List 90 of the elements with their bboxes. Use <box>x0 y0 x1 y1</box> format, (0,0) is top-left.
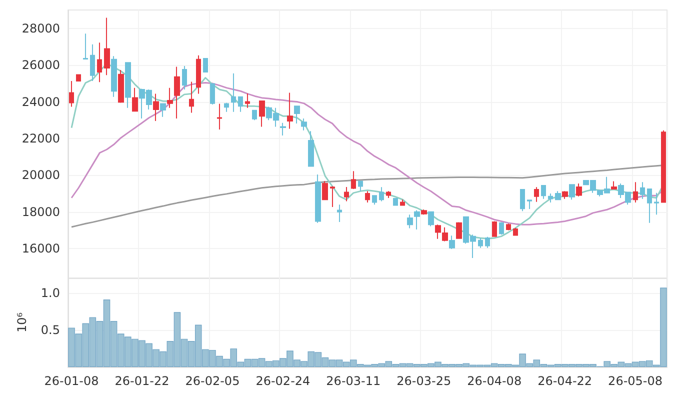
x-tick-label: 26-01-22 <box>114 374 170 388</box>
x-tick-label: 26-04-08 <box>467 374 522 388</box>
candlestick <box>520 189 525 212</box>
candlestick <box>217 103 222 130</box>
candlestick <box>414 210 420 230</box>
candlestick <box>421 209 427 216</box>
candlestick <box>196 54 201 94</box>
candlestick <box>294 106 300 124</box>
candlestick <box>611 180 617 190</box>
candlestick <box>118 70 124 104</box>
candlestick <box>104 17 110 76</box>
candlestick <box>90 44 95 82</box>
y-tick-label: 1.0 <box>40 286 60 300</box>
candlestick <box>203 58 208 73</box>
candlestick <box>548 193 553 204</box>
candlestick <box>513 227 518 236</box>
y-tick-label: 24000 <box>22 94 60 109</box>
candlestick <box>527 200 532 210</box>
candlestick <box>449 235 455 250</box>
y-tick-label: 18000 <box>22 204 60 219</box>
candlestick <box>69 80 74 108</box>
candlestick <box>245 93 250 108</box>
candlestick <box>393 198 398 206</box>
candlestick <box>322 180 328 200</box>
candlestick <box>647 188 652 224</box>
x-tick-label: 26-03-11 <box>326 374 381 388</box>
candlestick <box>506 223 511 231</box>
x-tick-label: 26-02-24 <box>256 374 310 388</box>
candlestick <box>238 96 243 112</box>
y-tick-label: 16000 <box>22 242 60 256</box>
candlestick <box>344 186 349 202</box>
candlestick <box>224 102 229 112</box>
y-tick-label: 20000 <box>22 168 60 182</box>
candlestick <box>210 83 215 106</box>
candlestick <box>330 186 335 208</box>
candlestick <box>654 192 659 216</box>
candlestick <box>569 184 575 200</box>
candlestick <box>160 103 166 118</box>
x-tick-label: 26-02-05 <box>185 374 240 388</box>
y-tick-label: 26000 <box>22 58 60 72</box>
y-axis-title: 10⁶ <box>15 312 29 333</box>
x-tick-label: 26-01-08 <box>44 374 99 388</box>
candlestick <box>76 74 81 82</box>
candlestick <box>252 110 257 121</box>
candlestick <box>555 190 561 200</box>
candlestick <box>125 62 131 108</box>
candlestick <box>541 184 546 200</box>
candlestick <box>428 211 434 227</box>
candlestick <box>407 214 413 229</box>
candlestick <box>308 130 314 167</box>
candlestick <box>182 65 187 90</box>
candlestick <box>280 122 286 136</box>
candlestick <box>492 220 497 238</box>
candlestick <box>351 170 356 190</box>
candlestick <box>379 186 384 202</box>
candlestick <box>576 182 582 197</box>
x-tick-label: 26-03-25 <box>396 374 452 388</box>
candlestick <box>456 222 462 240</box>
candlestick <box>633 182 638 204</box>
candlestick <box>534 186 539 202</box>
candlestick <box>386 190 391 198</box>
candlestick <box>640 182 645 200</box>
candlestick <box>485 236 490 248</box>
candlestick <box>562 190 568 200</box>
candlestick <box>111 56 117 98</box>
candlestick <box>174 66 180 119</box>
candlestick <box>358 180 363 192</box>
x-tick-label: 26-04-22 <box>538 374 592 388</box>
candlestick <box>97 42 102 83</box>
candlestick <box>287 92 293 130</box>
candlestick <box>337 204 342 223</box>
y-tick-label: 22000 <box>22 131 60 146</box>
candlestick <box>132 87 138 112</box>
candlestick <box>365 190 370 204</box>
candlestick <box>167 87 173 108</box>
candlestick <box>83 33 88 60</box>
candlestick <box>499 222 504 236</box>
candlestick <box>478 237 483 248</box>
candlestick <box>315 174 321 224</box>
candlestick <box>259 100 265 128</box>
candlestick <box>372 195 377 206</box>
x-tick-label: 26-05-08 <box>608 374 663 388</box>
candlestick <box>301 118 307 131</box>
candlestick <box>661 130 666 203</box>
candlestick <box>153 93 159 122</box>
candlestick <box>231 72 236 112</box>
candlestick <box>400 199 405 206</box>
y-tick-label: 28000 <box>22 21 60 36</box>
candlestick <box>189 81 194 114</box>
y-tick-label: 0.5 <box>40 322 60 337</box>
